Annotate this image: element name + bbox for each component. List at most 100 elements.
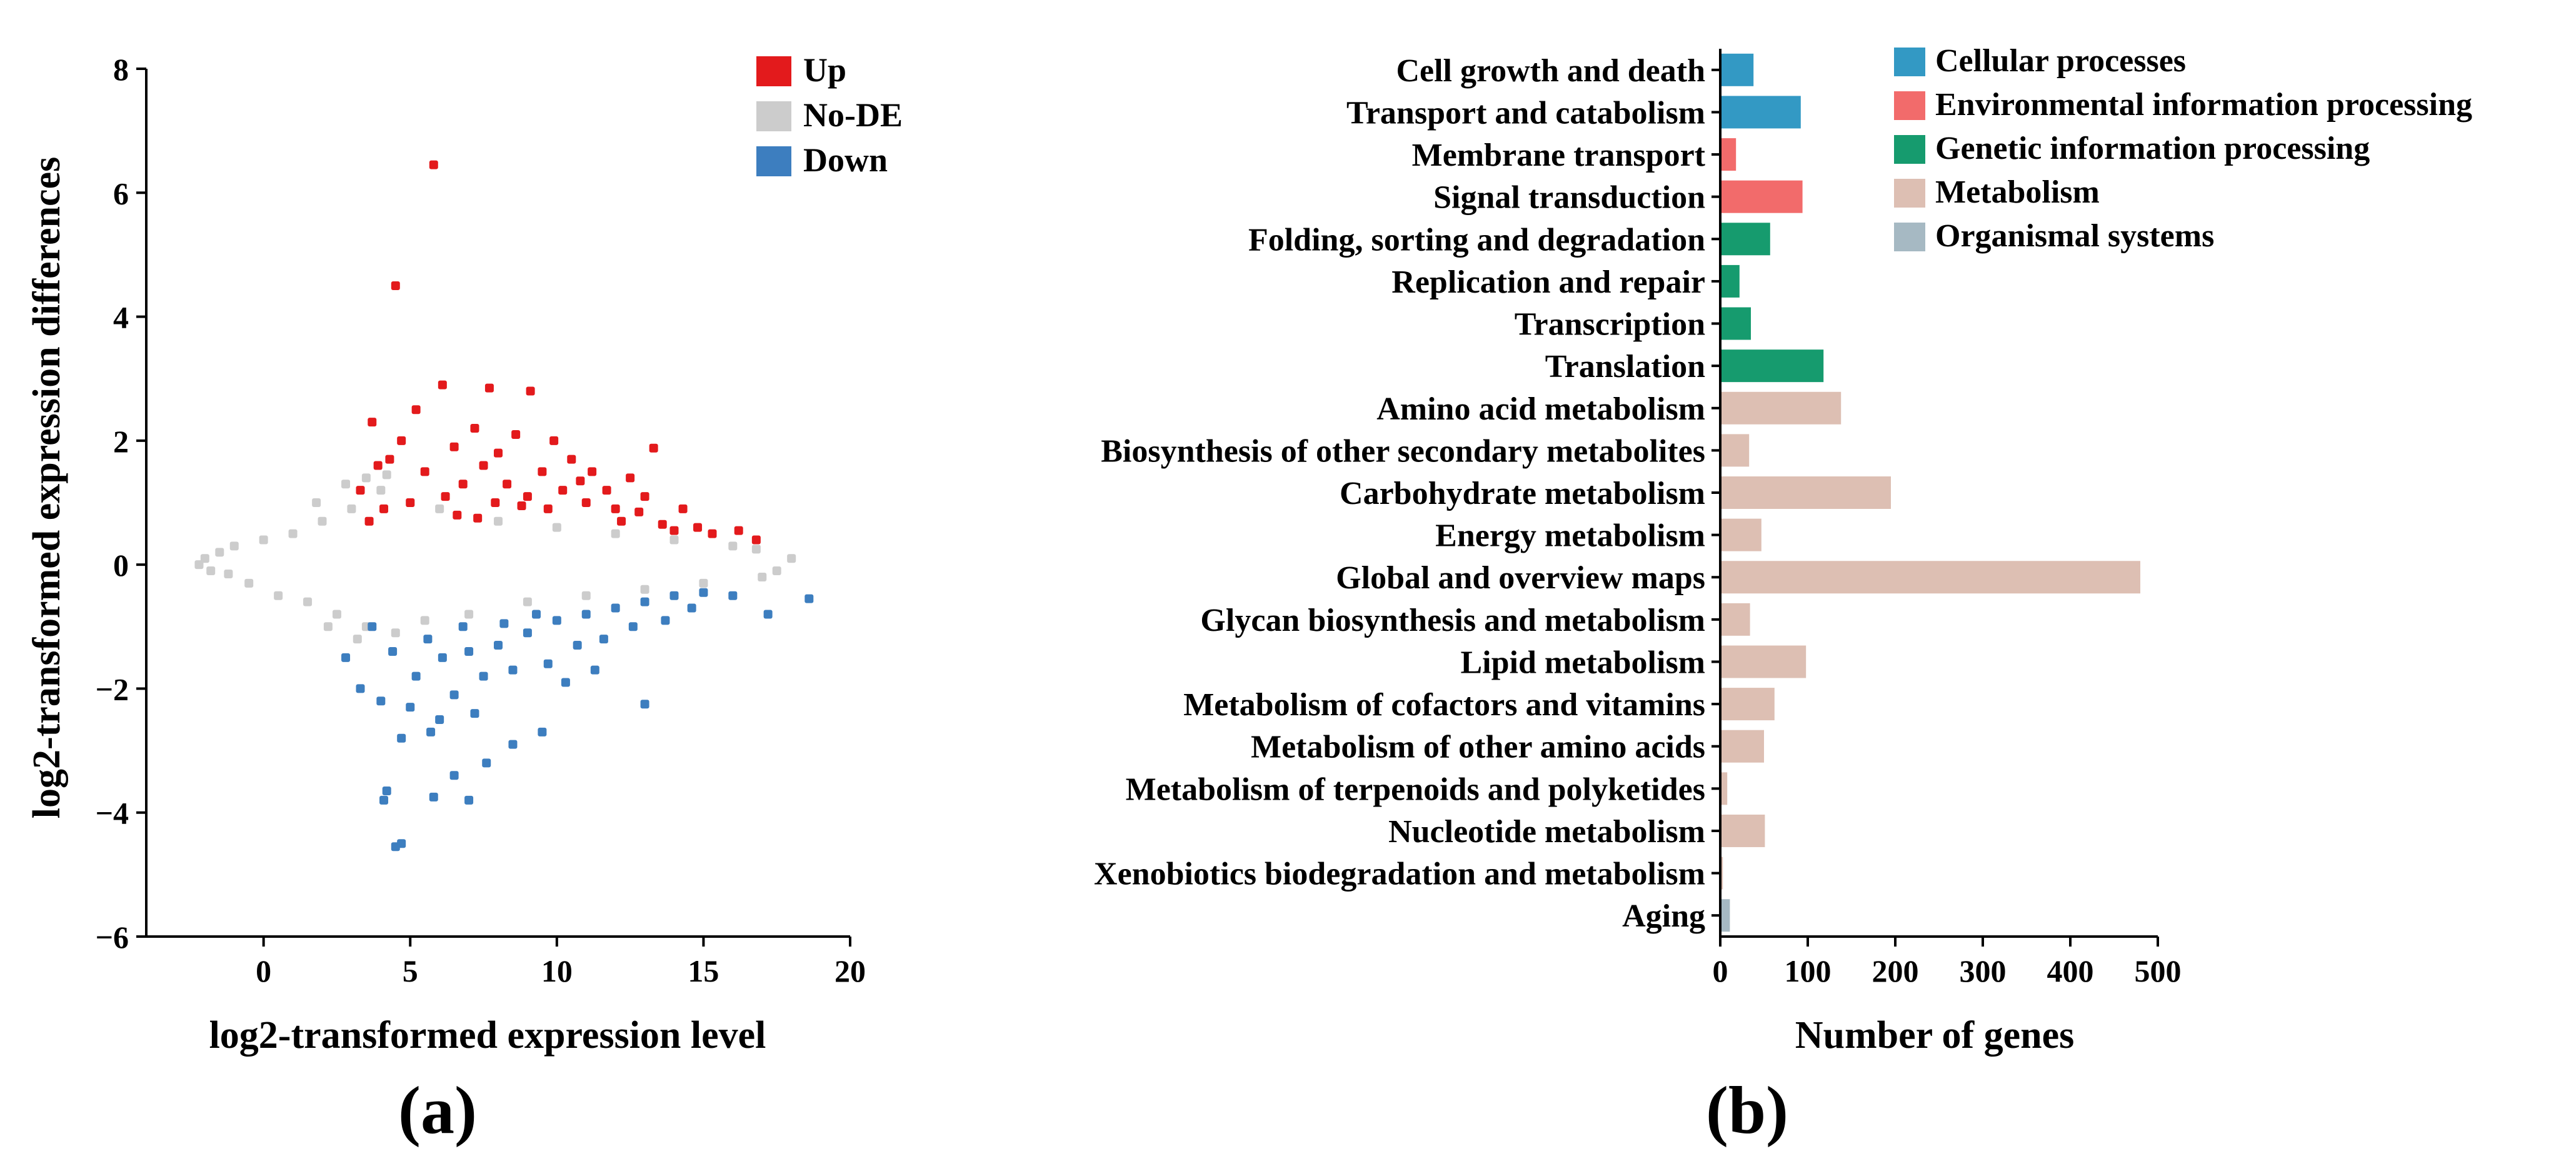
point-down	[573, 641, 582, 650]
point-no-de	[259, 535, 268, 545]
point-down	[561, 678, 570, 687]
point-up	[449, 442, 459, 451]
x-tick-label: 100	[1785, 953, 1832, 988]
point-up	[479, 461, 488, 470]
legend-swatch	[756, 101, 791, 131]
y-tick-label: 4	[113, 300, 129, 335]
point-no-de	[353, 635, 362, 644]
ma-y-axis-label: log2-transformed expression differences	[26, 157, 68, 818]
bar	[1720, 53, 1754, 86]
bar	[1720, 264, 1740, 298]
point-up	[453, 510, 462, 520]
legend-label: Organismal systems	[1935, 218, 2214, 254]
point-down	[426, 727, 436, 736]
point-up	[549, 436, 559, 445]
point-down	[388, 646, 398, 656]
point-up	[364, 516, 374, 526]
point-no-de	[332, 610, 341, 619]
point-up	[458, 480, 468, 489]
category-label: Metabolism of other amino acids	[1251, 730, 1705, 765]
x-tick-label: 10	[541, 953, 573, 988]
point-down	[640, 700, 649, 709]
point-up	[649, 443, 658, 453]
x-tick-label: 0	[256, 953, 271, 988]
point-down	[763, 610, 773, 619]
point-down	[464, 795, 474, 805]
bar	[1720, 857, 1723, 890]
point-up	[576, 476, 585, 486]
category-label: Glycan biosynthesis and metabolism	[1200, 603, 1705, 638]
point-down	[804, 594, 814, 603]
category-label: Folding, sorting and degradation	[1248, 222, 1705, 258]
point-up	[708, 529, 717, 538]
point-down	[590, 665, 599, 675]
point-up	[503, 480, 512, 489]
point-down	[341, 653, 351, 662]
point-down	[661, 616, 670, 625]
point-down	[508, 740, 518, 749]
category-label: Transcription	[1515, 307, 1705, 343]
kegg-bars	[1720, 53, 2140, 932]
category-label: Nucleotide metabolism	[1388, 814, 1705, 850]
point-up	[678, 504, 688, 513]
point-up	[391, 281, 400, 290]
legend-swatch	[1894, 91, 1925, 120]
bar	[1720, 476, 1891, 509]
category-label: Cell growth and death	[1396, 53, 1705, 89]
point-down	[435, 715, 444, 724]
x-tick-label: 200	[1872, 953, 1919, 988]
point-up	[429, 160, 438, 169]
legend-label: Down	[803, 141, 888, 179]
bar	[1720, 307, 1751, 340]
point-up	[373, 461, 383, 470]
point-up	[538, 467, 547, 476]
bar-x-ticks: 0 100 200 300 400 500	[1713, 937, 2182, 988]
x-tick-label: 500	[2135, 953, 2182, 988]
category-label: Transport and catabolism	[1346, 95, 1705, 131]
point-down	[640, 597, 649, 606]
point-up	[658, 520, 667, 529]
point-no-de	[215, 548, 224, 557]
point-no-de	[391, 628, 400, 638]
point-up	[617, 516, 626, 526]
x-tick-label: 0	[1713, 953, 1728, 988]
point-down	[406, 703, 415, 712]
y-tick-label: 6	[113, 176, 129, 211]
point-no-de	[772, 566, 781, 576]
bar	[1720, 223, 1770, 256]
point-no-de	[494, 516, 503, 526]
point-up	[558, 486, 568, 495]
point-down	[552, 616, 561, 625]
category-label: Metabolism of cofactors and vitamins	[1183, 687, 1705, 723]
bar	[1720, 138, 1737, 171]
point-no-de	[318, 516, 327, 526]
point-down	[508, 665, 518, 675]
bar	[1720, 391, 1842, 425]
point-up	[734, 526, 743, 535]
legend-label: Cellular processes	[1935, 43, 2186, 79]
point-no-de	[224, 570, 233, 579]
category-label: Xenobiotics biodegradation and metabolis…	[1094, 857, 1705, 892]
point-no-de	[787, 554, 796, 563]
point-down	[449, 690, 459, 700]
point-down	[628, 622, 638, 631]
point-down	[368, 622, 377, 631]
category-label: Metabolism of terpenoids and polyketides	[1126, 772, 1705, 807]
point-no-de	[341, 480, 351, 489]
ma-y-ticks: −6 −4 −2 0 2 4 6 8	[96, 52, 146, 955]
legend-swatch	[756, 146, 791, 176]
point-up	[438, 380, 447, 390]
point-no-de	[751, 545, 761, 554]
point-down	[458, 622, 468, 631]
kegg-category-labels: Cell growth and death Transport and catab…	[1094, 53, 1720, 934]
legend-swatch	[756, 56, 791, 86]
point-up	[473, 513, 483, 523]
point-up	[494, 448, 503, 458]
point-up	[356, 486, 365, 495]
x-tick-label: 5	[403, 953, 418, 988]
bar	[1720, 645, 1807, 678]
x-tick-label: 300	[1960, 953, 2007, 988]
y-tick-label: 0	[113, 548, 129, 583]
point-no-de	[303, 597, 313, 606]
point-down	[687, 603, 696, 613]
